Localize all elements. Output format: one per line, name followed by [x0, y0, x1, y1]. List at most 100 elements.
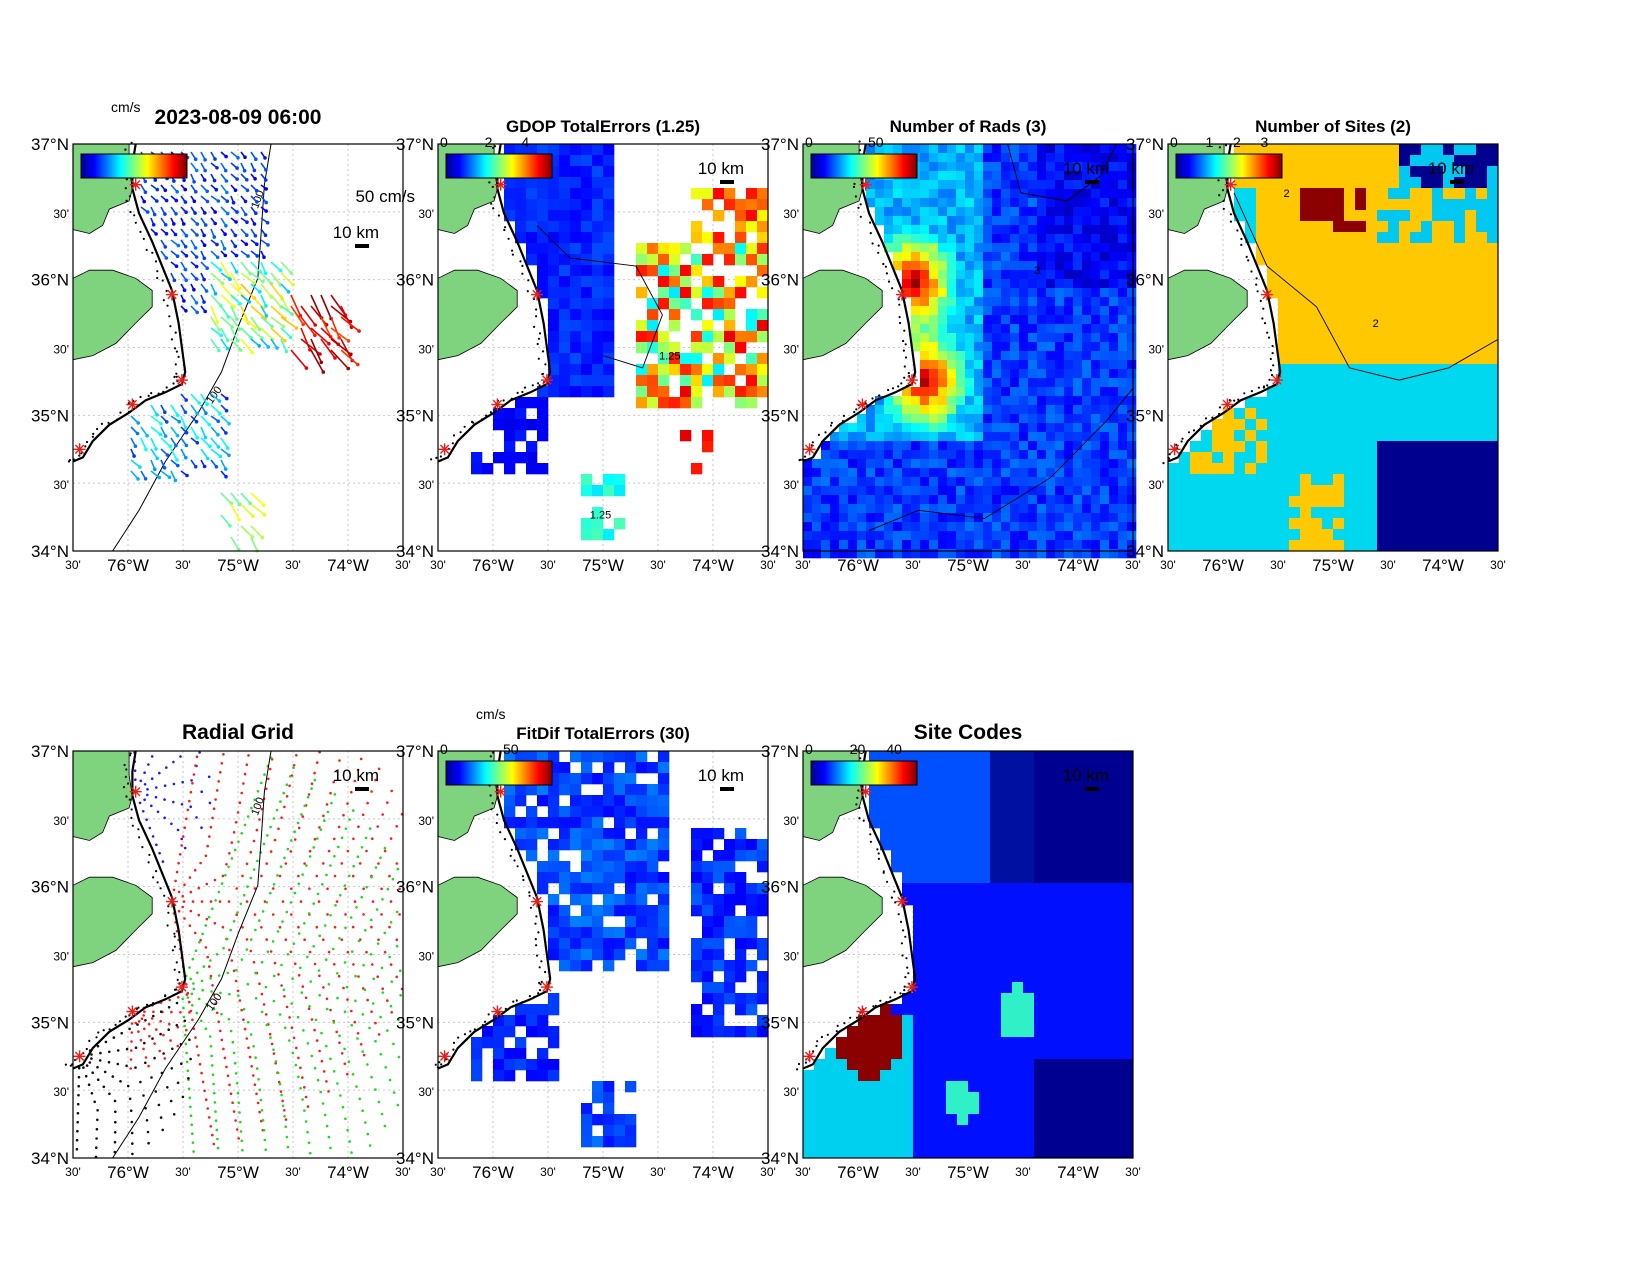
velocity-arrow-head	[261, 503, 266, 508]
radial-grid-point	[169, 1099, 173, 1103]
data-cell	[1278, 309, 1290, 321]
velocity-arrow-head	[243, 199, 248, 204]
radial-grid-point	[260, 992, 264, 996]
radial-grid-point	[395, 910, 399, 914]
coast-dot	[170, 338, 173, 341]
data-cell	[581, 839, 593, 851]
data-cell	[902, 450, 912, 460]
velocity-arrow-head	[218, 411, 222, 416]
data-cell	[1487, 408, 1499, 420]
velocity-arrow-head	[152, 212, 157, 217]
data-cell	[1055, 423, 1065, 433]
data-cell	[1399, 210, 1411, 222]
data-cell	[1100, 423, 1110, 433]
data-cell	[1091, 450, 1101, 460]
data-cell	[724, 243, 736, 255]
radial-grid-point	[257, 1078, 260, 1081]
data-cell	[1476, 320, 1488, 332]
data-cell	[1028, 243, 1038, 253]
data-cell	[947, 531, 957, 541]
data-cell	[548, 243, 560, 255]
radial-grid-point	[316, 892, 320, 896]
data-cell	[1212, 540, 1224, 552]
data-cell	[515, 408, 527, 420]
data-cell	[1179, 474, 1191, 486]
radial-grid-point	[214, 1110, 217, 1113]
velocity-arrow-head	[195, 441, 200, 445]
data-cell	[1289, 353, 1301, 365]
coast-dot	[125, 795, 128, 798]
coast-dot	[174, 363, 177, 366]
data-cell	[1487, 287, 1499, 299]
radial-grid-point	[218, 900, 222, 903]
radial-grid-point	[255, 828, 259, 832]
coast-dot	[1240, 237, 1243, 241]
data-cell	[1289, 375, 1301, 387]
data-cell	[839, 504, 849, 514]
data-cell	[1311, 342, 1323, 354]
velocity-arrow-head	[224, 224, 228, 228]
radial-grid-point	[399, 969, 402, 972]
data-cell	[1001, 405, 1011, 415]
lon-tick-label: 30'	[650, 558, 666, 572]
velocity-arrow-head	[223, 253, 228, 258]
data-cell	[1037, 234, 1047, 244]
data-cell	[1333, 507, 1345, 519]
data-cell	[1100, 144, 1110, 154]
data-cell	[702, 254, 714, 266]
velocity-arrow-head	[217, 348, 221, 353]
data-cell	[1399, 375, 1411, 387]
data-cell	[893, 234, 903, 244]
data-cell	[1082, 189, 1092, 199]
data-cell	[902, 504, 912, 514]
data-cell	[559, 806, 571, 818]
radial-grid-point	[96, 1044, 100, 1048]
data-cell	[1465, 188, 1477, 200]
data-cell	[548, 144, 560, 156]
data-cell	[1355, 276, 1367, 288]
data-cell	[1476, 529, 1488, 541]
data-cell	[1289, 298, 1301, 310]
velocity-arrow	[280, 272, 294, 286]
data-cell	[1001, 351, 1011, 361]
radial-grid-point	[273, 838, 277, 842]
data-cell	[1487, 243, 1499, 255]
data-cell	[1366, 155, 1378, 167]
data-cell	[1322, 419, 1334, 431]
data-cell	[1256, 188, 1268, 200]
data-cell	[559, 861, 571, 873]
coast-dot	[887, 280, 891, 283]
data-cell	[920, 270, 930, 280]
radial-grid-point	[284, 1118, 288, 1121]
velocity-arrow	[280, 327, 292, 338]
data-cell	[1333, 276, 1345, 288]
data-cell	[1377, 342, 1389, 354]
data-cell	[702, 364, 714, 376]
data-cell	[1487, 166, 1499, 178]
data-cell	[1410, 496, 1422, 508]
data-cell	[526, 397, 538, 409]
data-cell	[559, 320, 571, 332]
radial-grid-point	[203, 1089, 206, 1093]
radial-grid-point	[377, 1100, 381, 1104]
site-marker	[129, 178, 142, 191]
velocity-arrow	[200, 426, 207, 438]
radial-grid-point	[209, 959, 212, 962]
radial-grid-point	[370, 1010, 373, 1013]
data-cell	[875, 441, 885, 451]
radial-grid-point	[219, 1029, 222, 1033]
radial-grid-point	[242, 893, 246, 897]
data-cell	[1355, 408, 1367, 420]
radial-grid-point	[247, 1046, 250, 1050]
data-cell	[947, 225, 957, 235]
data-cell	[713, 386, 725, 398]
coast-dot	[1269, 369, 1272, 372]
data-cell	[902, 207, 912, 217]
data-cell	[1055, 315, 1065, 325]
data-cell	[1091, 540, 1101, 550]
data-cell	[1082, 351, 1092, 361]
radial-grid-point	[398, 887, 401, 891]
coast-dot	[173, 988, 177, 991]
data-cell	[1289, 243, 1301, 255]
data-cell	[956, 414, 966, 424]
